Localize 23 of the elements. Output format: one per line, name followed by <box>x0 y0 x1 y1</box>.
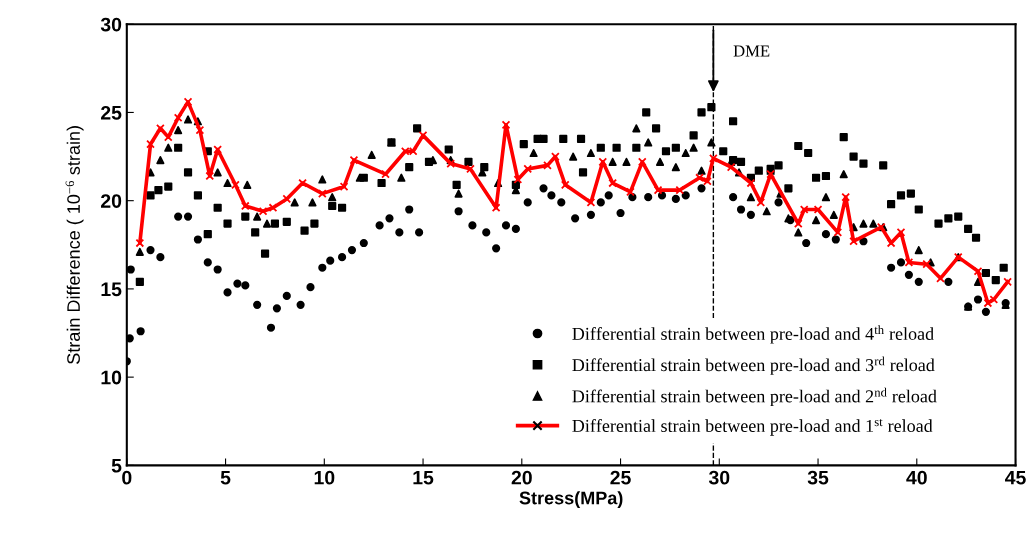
legend-label: Differential strain between pre-load and 4$^{th}$ reload <box>572 325 934 344</box>
x-tick-label: 20 <box>511 470 532 485</box>
x-tick-label: 35 <box>807 470 829 485</box>
x-tick-label: 5 <box>220 470 231 485</box>
ref-line-label: DME <box>733 45 770 57</box>
x-tick-label: 25 <box>610 470 631 485</box>
x-tick-label: 40 <box>906 470 927 485</box>
x-tick-label: 15 <box>413 470 434 485</box>
legend-label: Differential strain between pre-load and 2$^{nd}$ reload <box>572 387 937 407</box>
y-tick-label: 20 <box>101 194 122 208</box>
y-tick-label: 25 <box>101 105 122 120</box>
y-tick-label: 10 <box>101 370 122 385</box>
x-tick-label: 10 <box>314 470 335 485</box>
x-tick-label: 45 <box>1005 470 1026 485</box>
y-tick-label: 5 <box>111 459 122 473</box>
x-axis-title: Stress(MPa) <box>519 491 623 508</box>
x-tick-label: 0 <box>122 470 132 485</box>
legend-label: Differential strain between pre-load and 1$^{st}$ reload <box>572 418 933 436</box>
legend-label: Differential strain between pre-load and 3$^{rd}$ reload <box>572 356 935 375</box>
x-tick-label: 30 <box>708 470 730 485</box>
y-tick-label: 30 <box>100 17 122 32</box>
y-tick-label: 15 <box>101 282 122 297</box>
y-axis-title: Strain Difference ( 10$^{−6}$ strain) <box>65 126 84 364</box>
